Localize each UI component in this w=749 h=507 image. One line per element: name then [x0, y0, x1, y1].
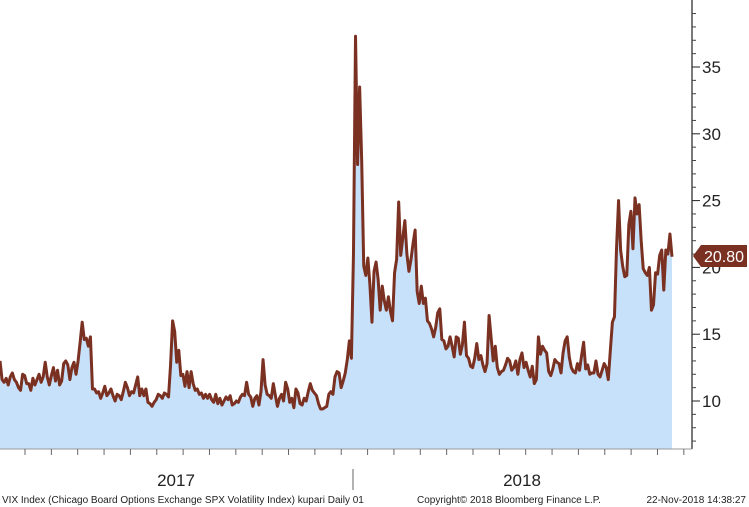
x-label-2017: 2017	[157, 471, 195, 490]
x-axis-ticks	[24, 449, 685, 455]
footer-copyright: Copyright© 2018 Bloomberg Finance L.P.	[417, 495, 601, 506]
y-tick-label: 25	[702, 192, 721, 211]
y-tick-label: 15	[702, 325, 721, 344]
y-tick-label: 10	[702, 392, 721, 411]
y-tick-label: 35	[702, 58, 721, 77]
plot-area	[0, 34, 674, 450]
vix-area-fill	[0, 36, 672, 450]
y-tick-label: 30	[702, 125, 721, 144]
last-value-label: 20.80	[704, 249, 744, 266]
footer-timestamp: 22-Nov-2018 14:38:27	[646, 495, 746, 506]
x-label-2018: 2018	[503, 471, 541, 490]
last-value-background	[693, 245, 747, 267]
footer-left-text: VIX Index (Chicago Board Options Exchang…	[2, 495, 364, 506]
vix-line	[0, 34, 674, 411]
last-value-badge: 20.80	[693, 245, 747, 267]
